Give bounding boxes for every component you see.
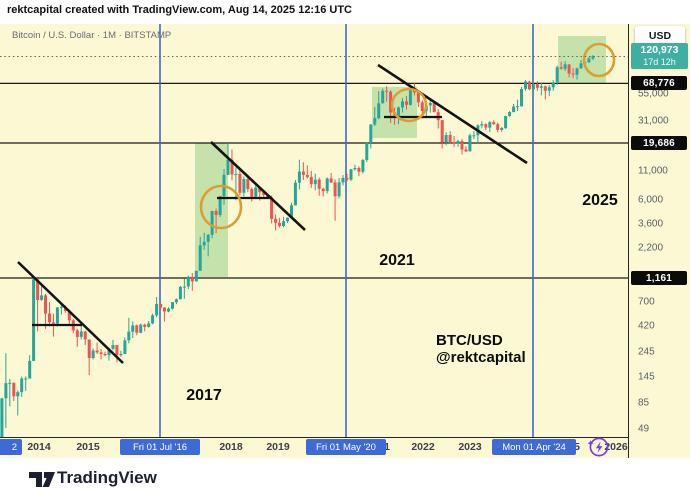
time-axis-year-label: 2022 bbox=[411, 441, 435, 453]
time-axis-year-label: 2018 bbox=[219, 441, 243, 453]
price-level-badge: 19,686 bbox=[631, 136, 687, 151]
price-tick-label: 11,000 bbox=[638, 165, 668, 177]
label-year-2021: 2021 bbox=[379, 252, 415, 269]
label-year-2017: 2017 bbox=[186, 387, 222, 404]
lightning-bolt-icon[interactable] bbox=[586, 432, 620, 460]
halving-date-badge: 2 bbox=[0, 439, 22, 455]
watermark-handle: @rektcapital bbox=[436, 349, 526, 366]
time-axis-year-label: 2015 bbox=[76, 441, 100, 453]
price-level-badge: 68,776 bbox=[631, 76, 687, 91]
current-price-badge: 120,973 17d 12h bbox=[631, 43, 688, 70]
bar-close-countdown: 17d 12h bbox=[643, 57, 676, 68]
price-tick-label: 85 bbox=[638, 397, 650, 409]
price-tick-label: 700 bbox=[638, 296, 655, 308]
price-tick-label: 6,000 bbox=[638, 194, 664, 206]
time-axis-year-label: 2026 bbox=[604, 441, 628, 453]
time-axis-year-label: 2023 bbox=[458, 441, 482, 453]
symbol-header: Bitcoin / U.S. Dollar · 1M · BITSTAMP bbox=[12, 30, 172, 41]
watermark-symbol: BTC/USD bbox=[436, 332, 503, 349]
orange-highlight-circle[interactable] bbox=[582, 42, 616, 78]
time-axis[interactable]: 2014 2015 2018 2019 1 2022 2023 5 2026 2 Fri 01 Ju… bbox=[0, 437, 628, 458]
time-axis-year-label: 2014 bbox=[27, 441, 51, 453]
top-attribution-bar: rektcapital created with TradingView.com… bbox=[0, 0, 690, 24]
price-level-badge: 1,161 bbox=[631, 271, 687, 285]
time-axis-year-label: 2019 bbox=[266, 441, 290, 453]
price-tick-label: 245 bbox=[638, 346, 655, 358]
halving-date-badge: Fri 01 May '20 bbox=[306, 439, 386, 455]
candlestick-series bbox=[0, 24, 628, 448]
time-axis-year-label: 1 bbox=[384, 441, 390, 453]
tradingview-logo-icon[interactable] bbox=[28, 467, 56, 491]
price-tick-label: 145 bbox=[638, 371, 655, 383]
halving-date-badge: Fri 01 Jul '16 bbox=[120, 439, 200, 455]
price-tick-label: 55,000 bbox=[638, 88, 669, 100]
current-price-value: 120,973 bbox=[640, 44, 679, 57]
price-tick-label: 31,000 bbox=[638, 115, 669, 127]
label-year-2025: 2025 bbox=[582, 192, 618, 209]
chart-pane[interactable]: Bitcoin / U.S. Dollar · 1M · BITSTAMP 20… bbox=[0, 24, 690, 458]
candlestick-chart-area[interactable] bbox=[0, 24, 628, 458]
downtrend-line[interactable] bbox=[210, 141, 306, 231]
tradingview-brand-text[interactable]: TradingView bbox=[57, 468, 157, 487]
price-tick-label: 3,600 bbox=[638, 218, 664, 230]
price-tick-label: 49 bbox=[638, 423, 650, 435]
currency-toggle-button[interactable]: USD bbox=[635, 26, 685, 45]
attribution-text: rektcapital created with TradingView.com… bbox=[7, 4, 352, 16]
downtrend-line[interactable] bbox=[17, 261, 124, 364]
halving-date-badge: Mon 01 Apr '24 bbox=[492, 439, 576, 455]
price-tick-label: 2,200 bbox=[638, 242, 664, 254]
author-watermark: BTC/USD @rektcapital bbox=[436, 332, 526, 366]
price-scale[interactable]: USD ---,--- 55,00031,00011,0006,0003,600… bbox=[628, 24, 690, 458]
footer-bar: TradingView bbox=[0, 458, 690, 500]
price-tick-label: 420 bbox=[638, 320, 655, 332]
time-axis-year-label: 5 bbox=[574, 441, 580, 453]
orange-highlight-circle[interactable] bbox=[390, 87, 428, 123]
downtrend-line[interactable] bbox=[377, 63, 528, 165]
orange-highlight-circle[interactable] bbox=[199, 184, 243, 230]
